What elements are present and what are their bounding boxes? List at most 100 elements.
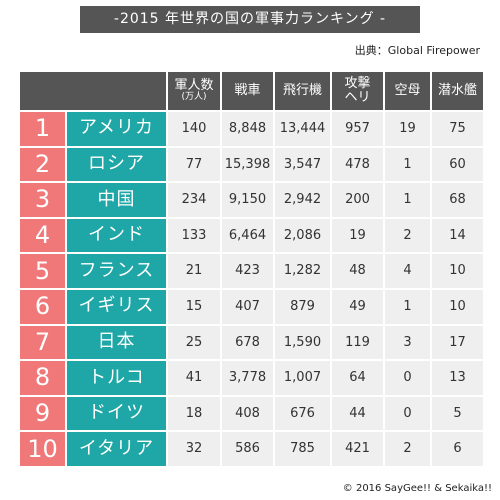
value-cell: 478 [332,147,385,184]
value: 5 [453,405,462,421]
value-cell: 77 [168,147,222,184]
country-cell: イギリス [67,290,168,326]
country: インド [88,224,145,246]
value: 64 [349,370,366,386]
rank: 9 [34,399,51,427]
value-cell: 1 [385,183,432,219]
value: 2 [403,227,412,243]
rank-cell: 10 [20,432,67,468]
country-cell: ロシア [67,147,168,184]
value: 21 [185,263,203,279]
value-cell: 1,282 [275,254,332,290]
value: 1 [403,192,412,208]
country: ロシア [88,152,145,174]
value-cell: 2,086 [275,218,332,255]
rank-cell: 2 [20,147,67,184]
country: イタリア [78,437,155,459]
value-cell: 21 [168,254,222,290]
value: 2,086 [283,227,322,243]
country: トルコ [88,366,145,388]
value-cell: 407 [222,290,275,326]
country-cell: インド [67,218,168,255]
rank-cell: 6 [20,290,67,326]
rank-cell: 3 [20,183,67,219]
value: 0 [403,405,412,421]
header-cell: 空母 [385,72,432,112]
rank-cell: 7 [20,325,67,362]
value-cell: 13,444 [275,112,332,148]
value: 15 [185,298,203,314]
value-cell: 32 [168,432,222,468]
value: 17 [449,334,466,350]
header-blank [20,72,168,112]
value-cell: 423 [222,254,275,290]
value-cell: 48 [332,254,385,290]
value: 48 [349,263,366,279]
rank: 10 [27,434,58,463]
value: 1 [403,298,412,314]
header-cell: 攻撃 ヘリ [332,72,385,112]
value: 1,007 [283,370,322,386]
value: 14 [449,227,466,243]
country: フランス [78,259,155,281]
header-text: 攻撃 [344,76,371,92]
value: 200 [345,192,370,208]
rank: 1 [34,114,51,143]
value: 2,942 [283,192,322,208]
value-cell: 2 [385,218,432,255]
rank: 2 [34,149,51,178]
value-cell: 785 [275,432,332,468]
value-cell: 957 [332,112,385,148]
value-cell: 60 [432,147,485,184]
value: 25 [185,334,203,350]
value-cell: 3,778 [222,361,275,397]
value-cell: 234 [168,183,222,219]
value: 234 [181,192,207,208]
rank-cell: 8 [20,361,67,397]
value-cell: 5 [432,396,485,433]
value: 133 [181,227,207,243]
rank: 5 [34,256,51,285]
header-text: (万人) [181,92,207,103]
value: 140 [181,120,207,136]
country-cell: アメリカ [67,112,168,148]
country: アメリカ [78,117,155,139]
country-cell: ドイツ [67,396,168,433]
value-cell: 19 [332,218,385,255]
value: 478 [345,156,370,172]
value-cell: 68 [432,183,485,219]
value-cell: 25 [168,325,222,362]
value: 6,464 [228,227,267,243]
country: イギリス [78,295,155,317]
country-cell: 日本 [67,325,168,362]
value-cell: 75 [432,112,485,148]
value-cell: 13 [432,361,485,397]
value: 957 [345,120,370,136]
value: 60 [449,156,466,172]
value-cell: 1,590 [275,325,332,362]
value: 408 [235,405,260,421]
rank-cell: 9 [20,396,67,433]
value-cell: 2,942 [275,183,332,219]
value-cell: 10 [432,290,485,326]
value-cell: 3,547 [275,147,332,184]
value-cell: 586 [222,432,275,468]
value: 15,398 [224,156,271,172]
header-cell: 潜水艦 [432,72,485,112]
value: 1,590 [283,334,322,350]
value-cell: 3 [385,325,432,362]
country: 中国 [97,188,136,210]
value: 423 [235,263,260,279]
value: 0 [403,370,412,386]
value-cell: 17 [432,325,485,362]
header-text: 潜水艦 [437,83,477,99]
value: 676 [290,405,315,421]
value-cell: 676 [275,396,332,433]
value-cell: 408 [222,396,275,433]
rank-cell: 4 [20,218,67,255]
value: 10 [449,298,466,314]
value: 13,444 [279,120,326,136]
value-cell: 64 [332,361,385,397]
value: 8,848 [228,120,267,136]
value: 68 [449,192,466,208]
